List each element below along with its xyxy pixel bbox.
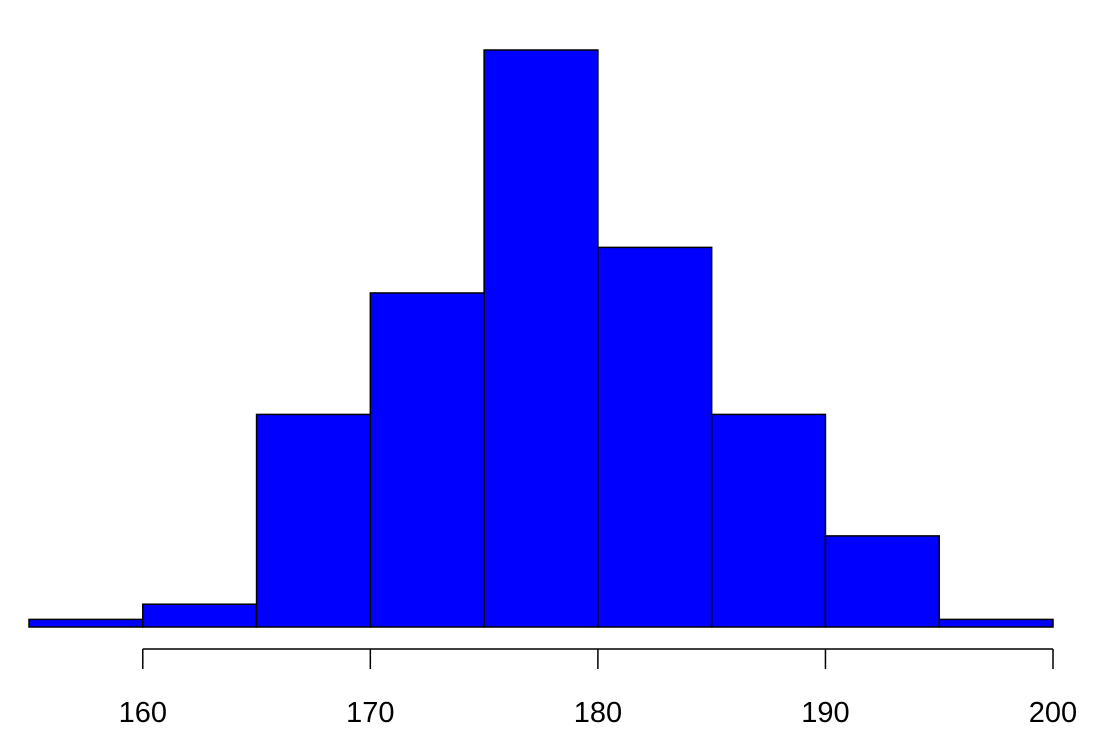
histogram-bar: [28, 618, 144, 628]
histogram-bar: [483, 49, 599, 628]
x-tick-label: 190: [801, 697, 849, 729]
histogram-bar: [369, 292, 485, 628]
histogram-bar: [255, 413, 372, 628]
x-axis: 160 170 180 190 200: [119, 648, 1077, 729]
bars-group: [28, 49, 1054, 628]
histogram-bar: [938, 618, 1054, 628]
histogram-bar: [142, 603, 258, 628]
x-tick-label: 200: [1029, 697, 1077, 729]
histogram-bar: [824, 535, 940, 628]
histogram-bar: [597, 246, 713, 628]
x-tick-label: 160: [119, 697, 167, 729]
x-tick-label: 180: [574, 697, 622, 729]
x-tick-label: 170: [346, 697, 394, 729]
histogram-bar: [710, 413, 827, 628]
